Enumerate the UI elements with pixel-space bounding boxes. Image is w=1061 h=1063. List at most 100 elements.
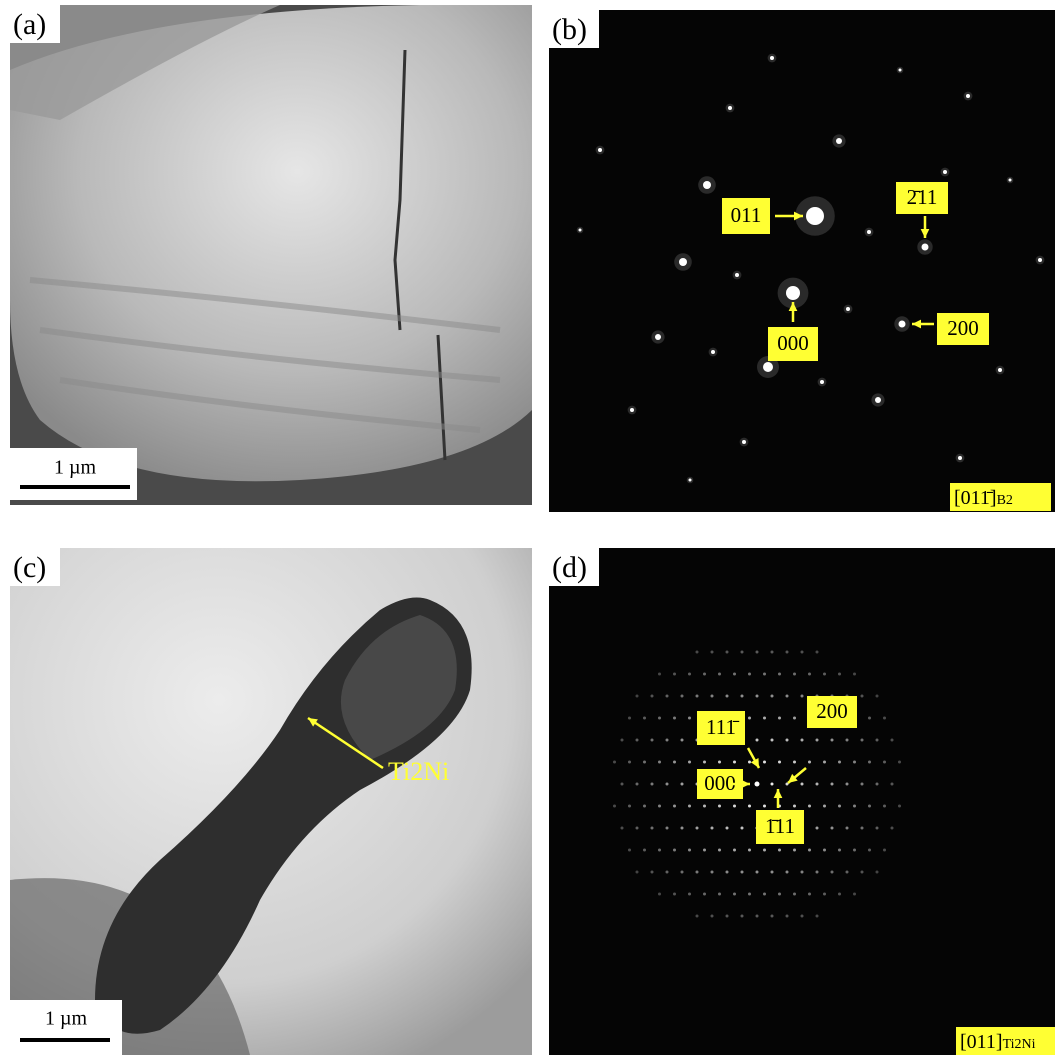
spot: [681, 739, 684, 742]
spot: [666, 695, 669, 698]
spot: [688, 805, 691, 808]
spot: [636, 783, 639, 786]
spot: [838, 805, 841, 808]
spot: [883, 849, 886, 852]
spot: [808, 761, 811, 764]
spot: [741, 695, 744, 698]
spot: [733, 849, 736, 852]
spot: [733, 673, 736, 676]
spot: [726, 871, 729, 874]
spot: [741, 651, 744, 654]
spot: [643, 805, 646, 808]
spot: [808, 849, 811, 852]
spot: [658, 761, 661, 764]
spot: [703, 761, 706, 764]
spot: [867, 230, 871, 234]
spot: [756, 739, 759, 742]
spot: [742, 440, 746, 444]
annotation: Ti2Ni: [388, 757, 449, 786]
spot: [726, 827, 729, 830]
spot: [703, 673, 706, 676]
spot: [756, 915, 759, 918]
spot: [808, 893, 811, 896]
spot: [718, 893, 721, 896]
spot: [823, 673, 826, 676]
spot: [688, 673, 691, 676]
zone-phase: Ti2Ni: [1003, 1037, 1036, 1052]
spot: [891, 783, 894, 786]
spot: [763, 362, 773, 372]
spot-label: 011: [731, 203, 762, 227]
spot: [853, 761, 856, 764]
spot: [673, 893, 676, 896]
spot: [711, 350, 715, 354]
spot: [621, 783, 624, 786]
spot: [898, 805, 901, 808]
spot: [868, 717, 871, 720]
spot: [628, 849, 631, 852]
spot: [688, 849, 691, 852]
spot: [883, 805, 886, 808]
spot: [651, 827, 654, 830]
spot: [748, 673, 751, 676]
spot: [846, 871, 849, 874]
spot: [891, 739, 894, 742]
spot: [681, 827, 684, 830]
spot: [673, 761, 676, 764]
spot: [651, 783, 654, 786]
spot: [770, 56, 774, 60]
spot: [636, 695, 639, 698]
spot: [741, 871, 744, 874]
panel-a: (a) 1 µm: [10, 5, 532, 505]
spot: [1038, 258, 1042, 262]
spot: [579, 229, 582, 232]
spot: [778, 673, 781, 676]
spot: [816, 871, 819, 874]
spot: [658, 805, 661, 808]
spot: [711, 827, 714, 830]
panel-label: (a): [13, 8, 46, 41]
spot: [778, 761, 781, 764]
spot: [666, 783, 669, 786]
spot: [823, 761, 826, 764]
spot: [801, 695, 804, 698]
spot: [899, 321, 906, 328]
spot: [793, 805, 796, 808]
spot: [673, 805, 676, 808]
spot: [658, 717, 661, 720]
spot: [801, 651, 804, 654]
spot: [793, 893, 796, 896]
spot: [786, 286, 800, 300]
spot: [756, 871, 759, 874]
spot: [771, 915, 774, 918]
spot: [703, 849, 706, 852]
spot: [823, 849, 826, 852]
spot: [628, 805, 631, 808]
spot: [831, 827, 834, 830]
spot: [741, 827, 744, 830]
spot: [651, 695, 654, 698]
spot: [703, 805, 706, 808]
zone-phase: B2: [997, 493, 1013, 508]
spot: [733, 761, 736, 764]
spot: [630, 408, 634, 412]
spot: [801, 871, 804, 874]
spot: [756, 651, 759, 654]
spot: [711, 695, 714, 698]
spot: [831, 871, 834, 874]
spot: [853, 673, 856, 676]
zone-index: [011]: [960, 1031, 1003, 1053]
spot-label: 000: [777, 331, 809, 355]
spot: [718, 849, 721, 852]
spot: [778, 849, 781, 852]
spot: [883, 761, 886, 764]
spot: [771, 651, 774, 654]
spot: [688, 717, 691, 720]
spot: [741, 915, 744, 918]
spot: [816, 827, 819, 830]
spot: [651, 871, 654, 874]
spot: [816, 651, 819, 654]
spot: [801, 739, 804, 742]
spot: [673, 717, 676, 720]
spot: [786, 695, 789, 698]
